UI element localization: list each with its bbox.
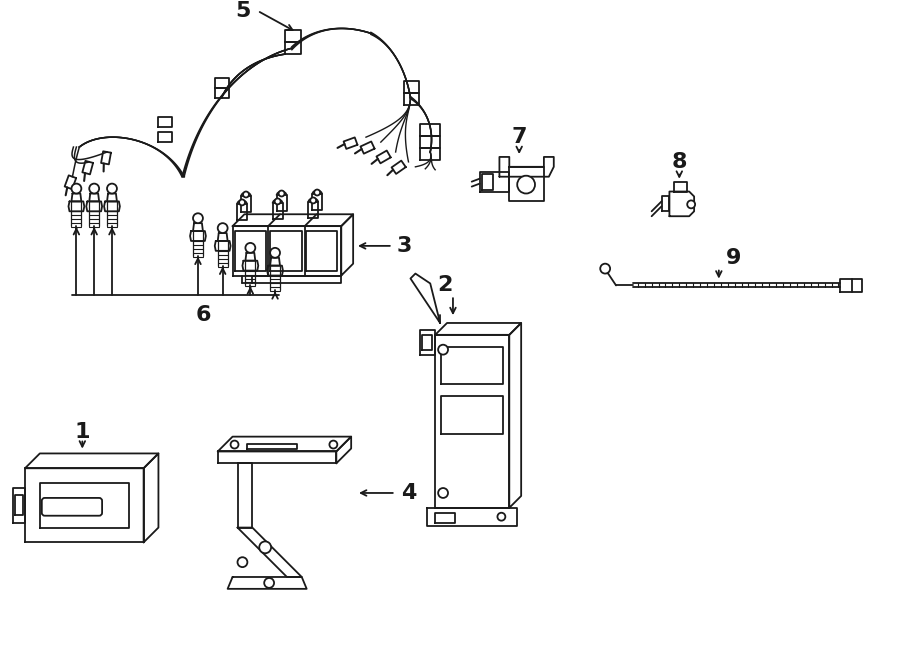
Text: 3: 3 <box>397 236 412 256</box>
Text: 4: 4 <box>400 483 416 503</box>
Circle shape <box>314 190 320 196</box>
Circle shape <box>89 184 99 194</box>
Text: 8: 8 <box>671 152 687 172</box>
Circle shape <box>193 214 202 223</box>
Circle shape <box>279 190 284 196</box>
Circle shape <box>518 176 535 194</box>
Circle shape <box>438 345 448 354</box>
Circle shape <box>329 441 338 449</box>
Circle shape <box>71 184 81 194</box>
Circle shape <box>107 184 117 194</box>
Circle shape <box>230 441 238 449</box>
Text: 9: 9 <box>726 248 742 268</box>
Text: 7: 7 <box>511 127 526 147</box>
Circle shape <box>498 513 505 521</box>
Circle shape <box>239 200 245 206</box>
Circle shape <box>238 557 248 567</box>
Text: 6: 6 <box>195 305 211 325</box>
Circle shape <box>600 264 610 274</box>
Circle shape <box>274 198 281 204</box>
Circle shape <box>243 192 249 198</box>
Circle shape <box>246 243 256 253</box>
Text: 2: 2 <box>437 276 453 295</box>
Text: 5: 5 <box>235 1 250 20</box>
Circle shape <box>310 198 316 204</box>
Circle shape <box>265 578 274 588</box>
Circle shape <box>438 488 448 498</box>
Circle shape <box>270 248 280 258</box>
FancyBboxPatch shape <box>41 498 102 516</box>
Circle shape <box>259 541 271 553</box>
Circle shape <box>688 200 695 208</box>
Text: 1: 1 <box>75 422 90 442</box>
Circle shape <box>218 223 228 233</box>
